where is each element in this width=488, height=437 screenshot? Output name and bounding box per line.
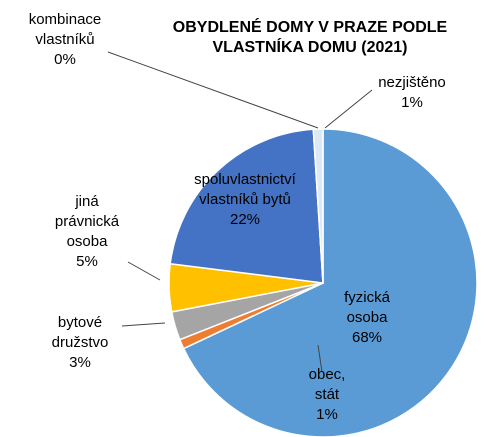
value-label: 22% [229,211,261,228]
category-label: bytové družstvo [51,314,109,351]
leader-line [324,89,373,129]
slice-label: jiná právnická osoba 5% [48,192,126,272]
category-label: jiná právnická osoba [54,193,120,250]
leader-line [107,51,319,129]
category-label: fyzická osoba [344,289,390,326]
value-label: 1% [316,406,338,423]
pie [168,128,478,437]
value-label: 1% [401,94,423,111]
value-label: 0% [54,51,76,68]
slice-label: obec, stát 1% [305,365,350,425]
value-label: 3% [69,354,91,371]
slice-label: bytové družstvo 3% [40,313,120,373]
category-label: kombinace vlastníků [28,11,102,48]
category-label: spoluvlastnictví vlastníků bytů [194,171,296,208]
pie-slice [169,128,324,284]
leader-lines [107,51,373,373]
slice-label: fyzická osoba 68% [332,288,402,348]
leader-line [127,261,161,281]
value-label: 68% [351,329,383,346]
pie-slice [182,128,478,437]
category-label: nezjištěno [378,74,446,91]
chart-title: OBYDLENÉ DOMY V PRAZE PODLE VLASTNÍKA DO… [172,19,448,56]
leader-line [317,344,323,373]
slice-label: nezjištěno 1% [362,73,462,113]
slice-label: kombinace vlastníků 0% [10,10,120,70]
pie-slice [312,128,324,284]
leader-line [121,322,166,327]
value-label: 5% [76,253,98,270]
category-label: obec, stát [308,366,346,403]
slice-label: spoluvlastnictví vlastníků bytů 22% [191,170,299,230]
